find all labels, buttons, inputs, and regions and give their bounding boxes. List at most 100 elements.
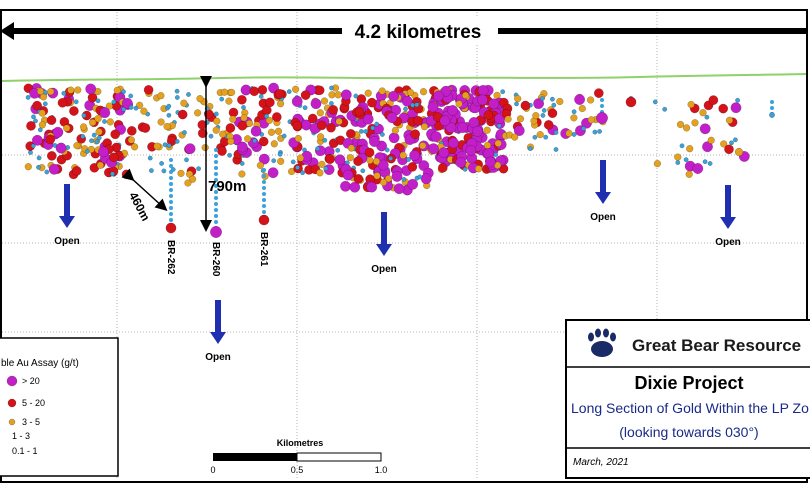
- assay-dot: [250, 125, 262, 137]
- assay-dot: [140, 107, 148, 115]
- open-label: Open: [54, 236, 80, 247]
- assay-dot: [399, 151, 407, 159]
- assay-dot: [214, 220, 218, 224]
- assay-dot: [734, 147, 744, 157]
- assay-dot: [45, 134, 56, 145]
- assay-dot: [676, 120, 685, 129]
- assay-dot: [89, 138, 94, 144]
- legend-item: 5 - 20: [7, 398, 45, 408]
- assay-dot: [570, 114, 578, 122]
- assay-dot: [462, 166, 468, 172]
- assay-dot: [349, 181, 361, 193]
- assay-dot: [89, 118, 97, 127]
- legend-swatch: [7, 398, 17, 408]
- assay-dot: [182, 130, 187, 135]
- assay-dot: [292, 120, 303, 131]
- assay-dot: [353, 174, 364, 184]
- open-arrows: Open Open Open Open Open: [54, 160, 741, 363]
- assay-dot: [256, 161, 265, 170]
- assay-dot: [214, 184, 218, 188]
- assay-dot: [73, 99, 79, 105]
- assay-dot: [219, 96, 225, 102]
- assay-dot: [488, 98, 500, 110]
- assay-dot: [37, 127, 43, 133]
- assay-dot: [539, 96, 545, 102]
- assay-dot: [455, 157, 467, 168]
- assay-dot: [735, 97, 741, 103]
- assay-dot: [174, 88, 180, 94]
- assay-dot: [262, 192, 266, 196]
- assay-dot: [271, 158, 277, 164]
- depth-label: 790m: [208, 178, 246, 195]
- open-arrow: Open: [54, 184, 80, 247]
- assay-dot: [456, 122, 468, 134]
- assay-dot: [274, 88, 285, 99]
- assay-dot: [44, 169, 50, 175]
- assay-dot: [300, 90, 311, 100]
- assay-dot: [708, 95, 719, 105]
- assay-dot: [543, 134, 549, 140]
- assay-dot: [368, 136, 380, 147]
- assay-dot: [113, 86, 121, 94]
- assay-dot: [410, 102, 416, 108]
- assay-dot: [258, 153, 270, 165]
- assay-dot: [325, 154, 335, 165]
- assay-dot: [36, 87, 45, 96]
- assay-dot: [30, 143, 36, 149]
- assay-dot: [227, 137, 235, 146]
- assay-dot: [354, 106, 365, 117]
- assay-dot: [769, 112, 775, 118]
- assay-dot: [46, 151, 57, 161]
- assay-dot: [31, 114, 36, 120]
- scalebar-tick: 0: [210, 465, 215, 475]
- section-subtitle: Long Section of Gold Within the LP Zo: [571, 400, 809, 416]
- assay-dot: [540, 112, 546, 118]
- assay-dot: [33, 118, 38, 124]
- assay-dot: [384, 147, 390, 153]
- assay-dot: [720, 140, 728, 148]
- open-label: Open: [715, 237, 741, 248]
- assay-dot: [177, 169, 185, 178]
- assay-dot: [484, 156, 496, 168]
- assay-dot: [472, 125, 484, 137]
- drillhole-label: BR-261: [258, 232, 269, 267]
- assay-dot: [163, 122, 171, 131]
- assay-dot: [652, 99, 658, 105]
- assay-dot: [110, 129, 121, 140]
- assay-dot: [511, 133, 519, 141]
- assay-dot: [326, 122, 336, 133]
- assay-dot: [148, 168, 154, 174]
- assay-dot: [682, 124, 691, 132]
- assay-dot: [419, 88, 428, 96]
- company-name: Great Bear Resource: [632, 336, 801, 355]
- assay-dot: [334, 91, 342, 99]
- assay-dot: [87, 145, 95, 154]
- assay-dot: [527, 146, 533, 152]
- assay-dot: [483, 141, 492, 150]
- assay-dot: [281, 133, 287, 139]
- assay-dot: [42, 101, 48, 107]
- assay-dot: [140, 123, 151, 133]
- assay-dot: [95, 128, 103, 136]
- assay-dot: [691, 119, 699, 127]
- assay-dot: [52, 126, 64, 138]
- scalebar-tick: 1.0: [375, 465, 388, 475]
- assay-dot: [504, 115, 512, 123]
- assay-dot: [300, 170, 306, 176]
- assay-dot: [653, 159, 662, 168]
- assay-dot: [67, 86, 75, 94]
- assay-dot: [379, 178, 388, 186]
- assay-dot: [38, 121, 47, 129]
- assay-dot: [94, 139, 100, 145]
- assay-dot: [227, 88, 236, 97]
- assay-dot: [533, 98, 545, 110]
- assay-dot: [169, 212, 173, 216]
- assay-dot: [121, 89, 126, 95]
- assay-dot: [128, 93, 134, 99]
- assay-dot: [99, 107, 111, 119]
- assay-dot: [346, 154, 354, 162]
- assay-dot: [161, 168, 167, 174]
- assay-dot: [335, 117, 343, 126]
- assay-dot: [276, 100, 285, 108]
- assay-dot: [328, 104, 339, 115]
